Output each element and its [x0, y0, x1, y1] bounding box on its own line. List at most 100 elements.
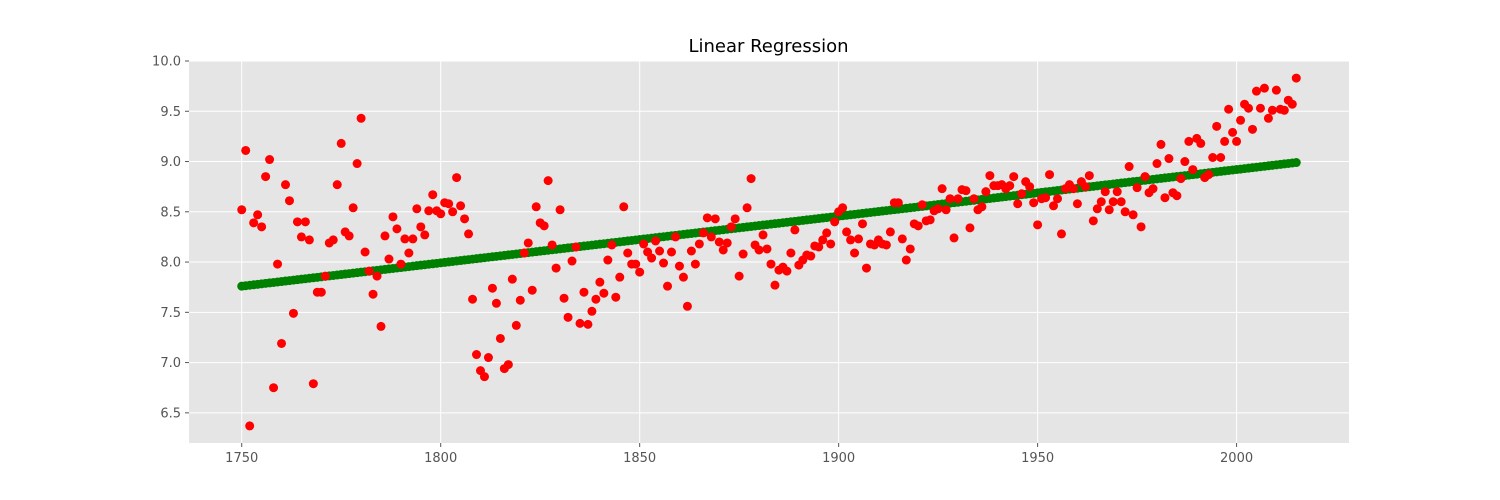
- data-point: [1068, 184, 1078, 194]
- data-point: [1080, 182, 1090, 192]
- data-point: [945, 194, 955, 204]
- data-point: [738, 249, 748, 259]
- data-point: [491, 298, 501, 308]
- data-point: [388, 212, 398, 222]
- data-point: [571, 242, 581, 252]
- data-point: [579, 287, 589, 297]
- data-point: [1287, 99, 1297, 109]
- data-point: [380, 231, 390, 241]
- data-point: [396, 259, 406, 269]
- data-point: [1100, 187, 1110, 197]
- data-point: [599, 288, 609, 298]
- data-point: [487, 283, 497, 293]
- data-point: [786, 248, 796, 258]
- data-point: [722, 238, 732, 248]
- data-point: [670, 232, 680, 242]
- x-tick-label: 1750: [225, 451, 258, 466]
- data-point: [352, 159, 362, 169]
- data-point: [448, 207, 458, 217]
- y-tick-label: 10.0: [152, 55, 181, 70]
- data-point: [1140, 172, 1150, 182]
- data-point: [1009, 172, 1019, 182]
- data-point: [1108, 197, 1118, 207]
- data-point: [1164, 154, 1174, 164]
- data-point: [296, 232, 306, 242]
- data-point: [1132, 183, 1142, 193]
- data-point: [1184, 136, 1194, 146]
- data-point: [718, 245, 728, 255]
- data-point: [905, 244, 915, 254]
- y-tick-label: 8.0: [160, 256, 181, 271]
- chart-title: Linear Regression: [688, 36, 848, 57]
- data-point: [1160, 193, 1170, 203]
- data-point: [1120, 207, 1130, 217]
- data-point: [838, 203, 848, 213]
- data-point: [754, 245, 764, 255]
- data-point: [404, 248, 414, 258]
- data-point: [511, 320, 521, 330]
- data-point: [1232, 136, 1242, 146]
- data-point: [288, 308, 298, 318]
- data-point: [635, 267, 645, 277]
- data-point: [1017, 189, 1027, 199]
- data-point: [826, 239, 836, 249]
- data-point: [694, 239, 704, 249]
- data-point: [619, 202, 629, 212]
- data-point: [766, 259, 776, 269]
- data-point: [348, 203, 358, 213]
- x-tick-label: 1950: [1021, 451, 1054, 466]
- data-point: [674, 261, 684, 271]
- data-point: [591, 294, 601, 304]
- data-point: [515, 295, 525, 305]
- axis-ticks: 1750 1800 1850 1900 1950 2000 6.5 7.0 7.5 8.0 8.5 9…: [152, 55, 1253, 467]
- data-point: [1228, 127, 1238, 137]
- data-point: [933, 204, 943, 214]
- data-point: [316, 287, 326, 297]
- data-point: [344, 231, 354, 241]
- data-point: [464, 229, 474, 239]
- data-point: [336, 138, 346, 148]
- data-point: [257, 222, 267, 232]
- data-point: [1116, 197, 1126, 207]
- data-point: [364, 266, 374, 276]
- data-point: [583, 319, 593, 329]
- data-point: [762, 244, 772, 254]
- data-point: [1188, 165, 1198, 175]
- data-point: [1136, 222, 1146, 232]
- data-point: [412, 204, 422, 214]
- data-point: [893, 198, 903, 208]
- y-tick-label: 9.5: [160, 105, 181, 120]
- data-point: [332, 180, 342, 190]
- data-point: [1128, 210, 1138, 220]
- data-point: [806, 251, 816, 261]
- data-point: [730, 214, 740, 224]
- data-point: [595, 277, 605, 287]
- data-point: [468, 294, 478, 304]
- data-point: [237, 205, 247, 215]
- data-point: [615, 272, 625, 282]
- data-point: [655, 246, 665, 256]
- data-point: [1279, 105, 1289, 115]
- data-point: [790, 225, 800, 235]
- data-point: [563, 312, 573, 322]
- data-point: [245, 421, 255, 431]
- data-point: [428, 190, 438, 200]
- data-points: [237, 73, 1301, 431]
- data-point: [308, 379, 318, 389]
- data-point: [1152, 159, 1162, 169]
- data-point: [483, 353, 493, 363]
- data-point: [917, 200, 927, 210]
- data-point: [304, 235, 314, 245]
- data-point: [539, 221, 549, 231]
- data-point: [1208, 153, 1218, 163]
- data-point: [1251, 86, 1261, 96]
- data-point: [651, 236, 661, 246]
- data-point: [885, 227, 895, 237]
- data-point: [714, 237, 724, 247]
- data-point: [1271, 85, 1281, 95]
- data-point: [472, 350, 482, 360]
- data-point: [897, 234, 907, 244]
- data-point: [360, 247, 370, 257]
- data-point: [678, 272, 688, 282]
